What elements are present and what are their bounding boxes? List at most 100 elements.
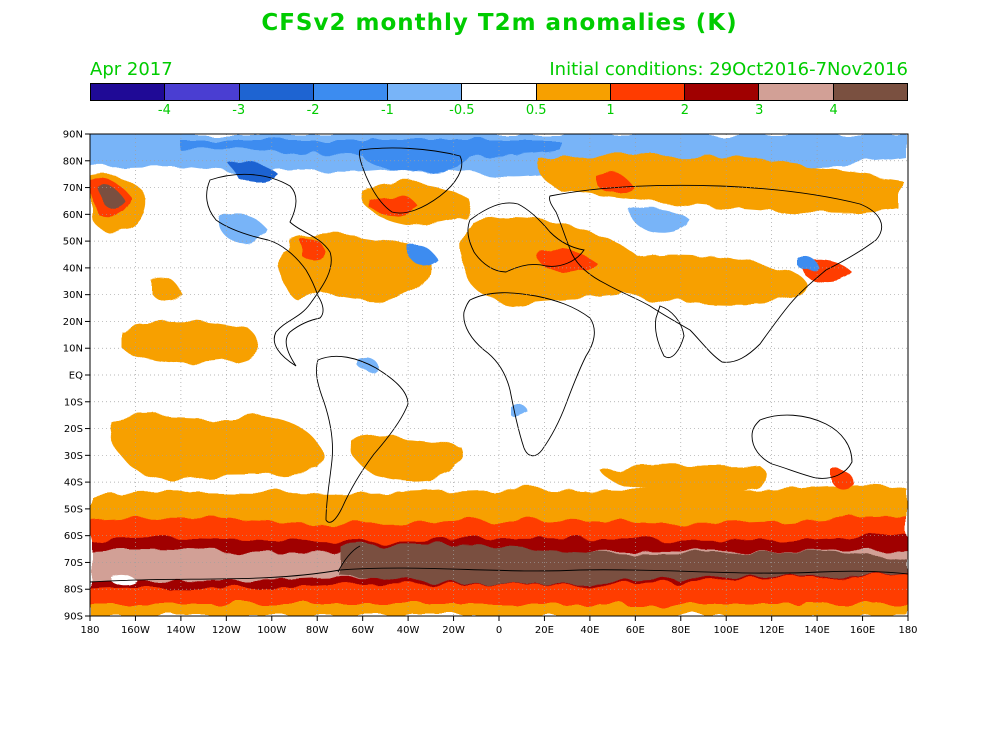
colorbar-label: 2 [680, 103, 690, 118]
lat-label: 60N [63, 210, 83, 221]
lon-label: 80W [306, 625, 329, 636]
lon-label: 180 [898, 625, 917, 636]
eastern-us-red [300, 238, 328, 260]
colorbar-swatch-10 [833, 84, 907, 100]
lat-label: 60S [64, 531, 83, 542]
lat-label: 80S [64, 585, 83, 596]
canada-cold-pocket [219, 213, 264, 241]
south-america-coast [315, 355, 409, 523]
lat-label: 30S [64, 451, 83, 462]
europe-coast [467, 202, 585, 273]
colorbar-swatch-0 [91, 84, 166, 100]
north-america-coast [206, 173, 332, 367]
ross-sea-warm-spot [110, 573, 136, 584]
india-coast [655, 305, 685, 358]
valid-month-label: Apr 2017 [90, 59, 173, 80]
colorbar-label: -3 [232, 103, 246, 118]
colorbar-swatch-6 [536, 84, 611, 100]
asia-coast [549, 184, 882, 363]
anomaly-field [90, 134, 908, 616]
colorbar-swatch-9 [759, 84, 834, 100]
lat-label: 90S [64, 612, 83, 623]
north-atlantic-cold [410, 246, 436, 264]
lon-label: 0 [496, 625, 502, 636]
initial-conditions-label: Initial conditions: 29Oct2016-7Nov2016 [549, 59, 908, 80]
greenland-cold [360, 148, 470, 173]
lat-label: 30N [63, 290, 83, 301]
lon-label: 180 [80, 625, 99, 636]
grid-lines [90, 134, 908, 616]
lon-label: 160W [121, 625, 150, 636]
colorbar-label: -1 [380, 103, 394, 118]
east-asia-cold [798, 256, 818, 271]
southern-mid-warm [110, 416, 322, 480]
lat-label: 10N [63, 344, 83, 355]
antarctica-coast [90, 567, 908, 583]
south-atlantic-warm [350, 436, 462, 481]
antarctic-peninsula [337, 545, 361, 573]
lon-label: 100W [257, 625, 286, 636]
lat-label: 10S [64, 397, 83, 408]
africa-cold [512, 406, 532, 421]
colorbar-label: -0.5 [449, 103, 475, 118]
australia-coast [751, 414, 853, 479]
pacific-warm-spot [150, 277, 180, 299]
canada-arctic-cold [230, 163, 280, 183]
colorbar-label: -2 [306, 103, 320, 118]
asia-warm [614, 254, 808, 306]
colorbar-swatch-7 [610, 84, 686, 100]
lon-label: 20E [535, 625, 554, 636]
lat-label: 40S [64, 478, 83, 489]
lon-label: 100E [714, 625, 739, 636]
lat-label: 70S [64, 558, 83, 569]
greenland-coast [359, 147, 463, 214]
alaska-brown [100, 188, 124, 207]
longitude-labels: 180 160W 140W 120W 100W 80W 60W 40W 20W 0 20E 40E 60… [80, 625, 917, 636]
colorbar-swatch-5 [462, 84, 537, 100]
graticule [90, 134, 908, 616]
mediterranean-red [538, 247, 596, 275]
africa-coast [463, 292, 595, 457]
colorbar-label: 4 [829, 103, 838, 118]
colorbar-label: 0.5 [525, 103, 547, 118]
colorbar-label: 1 [606, 103, 615, 118]
lon-label: 160E [850, 625, 875, 636]
lon-label: 40E [580, 625, 599, 636]
map-plot-area [90, 134, 908, 616]
lat-label: 40N [63, 263, 83, 274]
lat-label: 20S [64, 424, 83, 435]
lon-label: 140W [166, 625, 195, 636]
indian-ocean-warm [600, 466, 768, 493]
colorbar [90, 83, 908, 101]
lat-label: 20N [63, 317, 83, 328]
australia-warm [832, 468, 854, 490]
colorbar-labels: -4 -3 -2 -1 -0.5 0.5 1 2 3 4 [90, 103, 908, 121]
colorbar-label: 3 [755, 103, 764, 118]
colorbar-swatch-3 [313, 84, 389, 100]
north-pacific-warm [120, 321, 258, 363]
lon-label: 60E [626, 625, 645, 636]
axis-ticks [85, 133, 909, 621]
lat-label: 70N [63, 183, 83, 194]
lon-label: 40W [397, 625, 420, 636]
siberia-warm [538, 156, 900, 215]
latitude-labels: 90N 80N 70N 60N 50N 40N 30N 20N 10N EQ 10S 20S 30S 40… [63, 130, 83, 623]
colorbar-swatch-8 [685, 84, 760, 100]
lat-label: 90N [63, 130, 83, 141]
lon-label: 120W [212, 625, 241, 636]
lon-label: 60W [351, 625, 374, 636]
colorbar-label: -4 [157, 103, 171, 118]
lat-label: 80N [63, 156, 83, 167]
lat-label: EQ [69, 371, 83, 382]
antarctic-brown-band [340, 543, 908, 585]
central-asia-cold [629, 207, 690, 233]
greenland-sea-red [370, 195, 420, 216]
coastlines [90, 147, 908, 583]
lon-label: 80E [671, 625, 690, 636]
chart-title: CFSv2 monthly T2m anomalies (K) [261, 10, 738, 36]
lat-label: 50S [64, 504, 83, 515]
lon-label: 20W [442, 625, 465, 636]
south-america-cold [360, 358, 380, 373]
colorbar-swatch-2 [239, 84, 314, 100]
